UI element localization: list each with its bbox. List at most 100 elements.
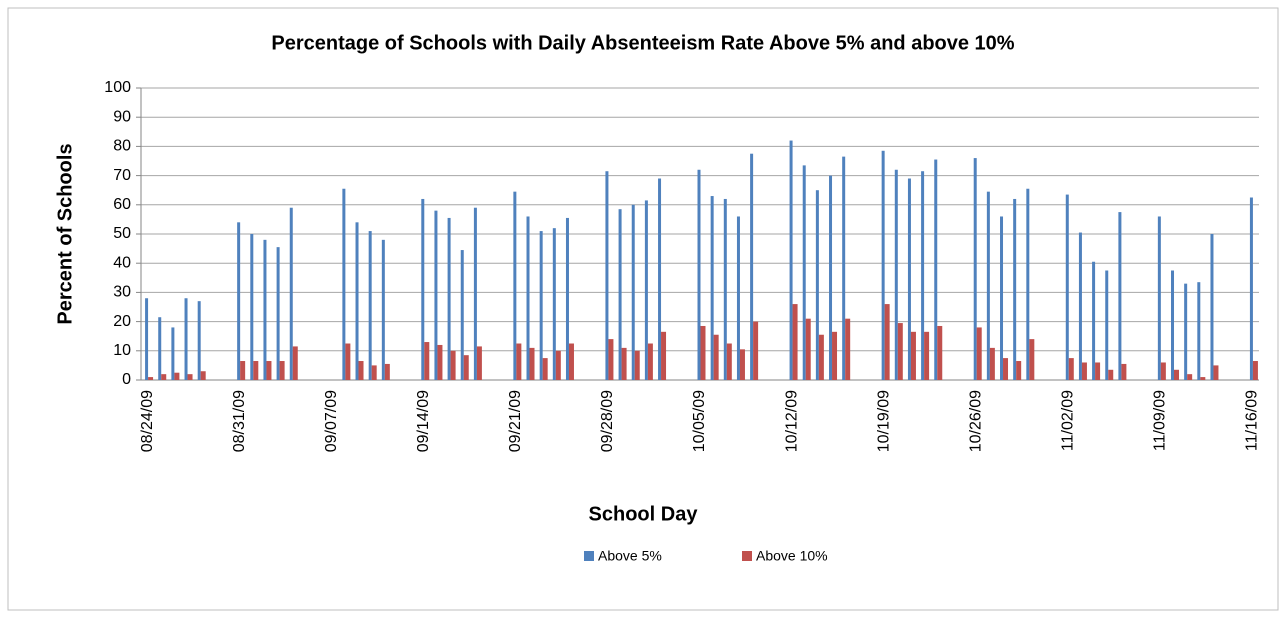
bar — [263, 239, 267, 380]
bar — [618, 209, 622, 380]
bar — [723, 198, 727, 380]
bar — [345, 343, 351, 380]
x-tick-label: 10/19/09 — [875, 390, 892, 452]
x-tick-label: 09/28/09 — [599, 390, 616, 452]
bar — [1249, 197, 1253, 380]
bar — [1197, 282, 1201, 380]
bar — [621, 347, 627, 380]
y-tick-label: 10 — [113, 342, 131, 359]
y-tick-label: 30 — [113, 284, 131, 301]
bar — [605, 171, 609, 380]
bar — [815, 190, 819, 380]
bar — [289, 207, 293, 380]
bar — [658, 178, 662, 380]
legend-swatch — [742, 551, 752, 561]
bar — [973, 158, 977, 380]
y-tick-label: 50 — [113, 225, 131, 242]
bar — [237, 222, 241, 380]
x-tick-label: 11/02/09 — [1060, 390, 1077, 451]
bar — [355, 222, 359, 380]
bar — [710, 196, 714, 380]
bar — [1160, 362, 1166, 380]
y-tick-label: 70 — [113, 167, 131, 184]
bar — [907, 178, 911, 380]
legend-label: Above 5% — [598, 548, 662, 564]
bar — [434, 210, 438, 380]
bar — [1210, 234, 1214, 380]
y-tick-label: 40 — [113, 254, 131, 271]
x-tick-label: 09/21/09 — [507, 390, 524, 452]
bar — [516, 343, 522, 380]
bar — [1068, 358, 1074, 380]
bar — [513, 191, 517, 380]
bar — [736, 216, 740, 380]
bar — [1213, 365, 1219, 380]
bar — [647, 343, 653, 380]
bar — [661, 331, 667, 380]
bar — [713, 334, 719, 380]
bar — [450, 350, 456, 380]
bar — [161, 374, 167, 380]
bar — [555, 350, 561, 380]
bar — [1003, 358, 1009, 380]
bar — [1065, 194, 1069, 380]
bar — [279, 361, 285, 380]
bar — [608, 339, 614, 380]
bar — [818, 334, 824, 380]
bar — [910, 331, 916, 380]
bar — [371, 365, 377, 380]
x-tick-label: 10/26/09 — [967, 390, 984, 452]
bar — [739, 349, 745, 380]
bar — [832, 331, 838, 380]
bar — [368, 231, 372, 380]
x-tick-label: 11/16/09 — [1244, 390, 1261, 451]
bar — [1081, 362, 1087, 380]
bar — [200, 371, 206, 380]
bar — [158, 317, 162, 380]
bar — [976, 327, 982, 380]
y-tick-label: 60 — [113, 196, 131, 213]
x-tick-label: 10/12/09 — [783, 390, 800, 452]
bar — [539, 231, 543, 380]
bar — [1252, 361, 1258, 380]
bar — [750, 153, 754, 380]
bar — [421, 198, 425, 380]
bar — [342, 188, 346, 380]
bar — [802, 165, 806, 380]
bar — [197, 301, 201, 380]
bar — [634, 350, 640, 380]
bar — [1187, 374, 1193, 380]
bar — [381, 239, 385, 380]
bar — [1013, 198, 1017, 380]
bar — [894, 169, 898, 380]
bar — [266, 361, 272, 380]
bar — [1029, 339, 1035, 380]
bar — [1026, 188, 1030, 380]
bar — [1200, 377, 1206, 380]
x-tick-label: 11/09/09 — [1152, 390, 1169, 451]
bar — [460, 250, 464, 380]
bar — [845, 318, 851, 380]
x-tick-label: 09/14/09 — [415, 390, 432, 452]
bar — [292, 346, 298, 380]
bar — [792, 304, 798, 380]
bar — [552, 228, 556, 380]
x-tick-label: 09/07/09 — [323, 390, 340, 452]
chart-title: Percentage of Schools with Daily Absente… — [271, 32, 1014, 54]
bar — [358, 361, 364, 380]
bar — [1157, 216, 1161, 380]
bar — [924, 331, 930, 380]
bar — [884, 304, 890, 380]
y-tick-label: 0 — [122, 371, 131, 388]
bar — [700, 325, 706, 380]
bar — [174, 372, 180, 380]
bar — [1095, 362, 1101, 380]
bar — [631, 204, 635, 380]
legend-swatch — [584, 551, 594, 561]
y-tick-label: 80 — [113, 138, 131, 155]
bar — [805, 318, 811, 380]
bar — [529, 347, 535, 380]
bar — [726, 343, 732, 380]
bar — [1108, 369, 1114, 380]
